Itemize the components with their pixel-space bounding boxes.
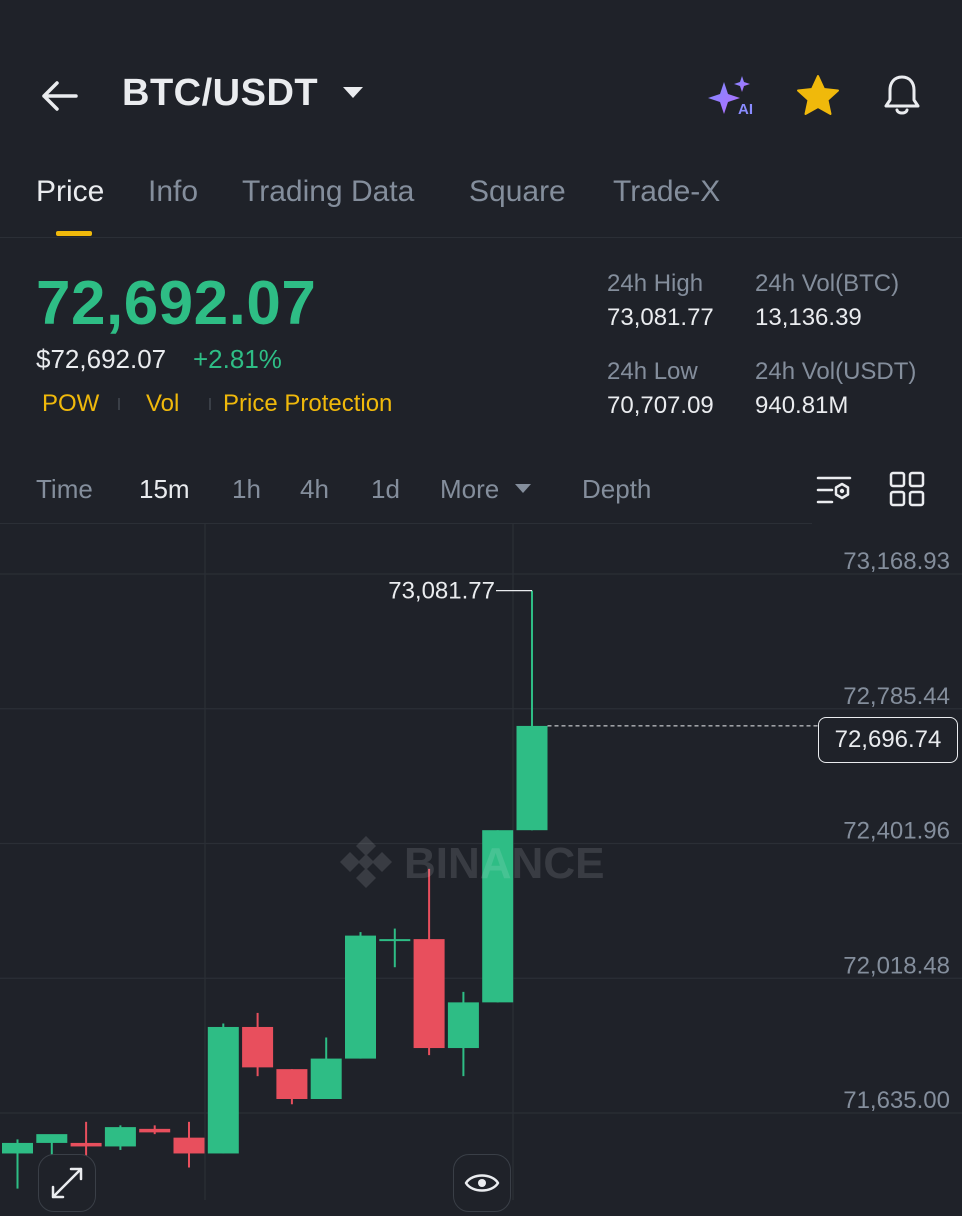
- binance-watermark-logo: BINANCE: [340, 836, 604, 888]
- tag-pow[interactable]: POW: [42, 390, 100, 417]
- y-axis-labels: 73,168.93 72,785.44 72,401.96 72,018.48 71,6…: [843, 548, 950, 1114]
- tab-info[interactable]: Info: [148, 175, 199, 208]
- candles: [2, 590, 548, 1189]
- candle-body: [207, 1026, 239, 1154]
- usd-price: $72,692.07: [36, 344, 167, 374]
- interval-bar-divider: [0, 523, 812, 524]
- tab-square[interactable]: Square: [469, 175, 566, 208]
- price-change-percent: +2.81%: [193, 344, 282, 374]
- candle-body: [173, 1137, 205, 1154]
- candle[interactable]: [2, 1139, 33, 1189]
- candle-body: [482, 830, 514, 1003]
- chart-settings-icon[interactable]: [814, 470, 854, 510]
- more-caret-icon[interactable]: [515, 484, 531, 493]
- candle-body: [447, 1002, 479, 1049]
- candle-body: [139, 1128, 171, 1133]
- back-arrow-icon[interactable]: [38, 74, 82, 118]
- interval-1d[interactable]: 1d: [371, 474, 400, 504]
- stat-24h-high-label: 24h High: [607, 270, 704, 297]
- tag-separator: [118, 398, 120, 410]
- stat-24h-vol-usdt-value: 940.81M: [755, 392, 849, 419]
- eye-icon: [464, 1174, 500, 1192]
- candle-body: [36, 1134, 68, 1143]
- candle[interactable]: [139, 1125, 171, 1135]
- y-axis-tick-label: 72,401.96: [843, 818, 950, 845]
- stat-24h-low-label: 24h Low: [607, 358, 698, 385]
- visibility-toggle-button[interactable]: [453, 1154, 511, 1212]
- stat-24h-low-value: 70,707.09: [607, 392, 714, 419]
- candle[interactable]: [310, 1037, 342, 1099]
- candle[interactable]: [207, 1023, 239, 1154]
- candle-body: [70, 1142, 102, 1147]
- candle-body: [379, 939, 411, 942]
- fullscreen-button[interactable]: [38, 1154, 96, 1212]
- tag-price-protection[interactable]: Price Protection: [223, 390, 393, 417]
- layout-grid-icon[interactable]: [888, 470, 926, 508]
- active-tab-indicator: [56, 231, 92, 236]
- y-axis-tick-label: 72,785.44: [843, 683, 950, 710]
- tab-price[interactable]: Price: [36, 175, 105, 208]
- y-axis-tick-label: 73,168.93: [843, 548, 950, 575]
- depth-toggle[interactable]: Depth: [582, 474, 652, 504]
- favorite-star-icon[interactable]: [795, 73, 841, 119]
- interval-4h[interactable]: 4h: [300, 474, 329, 504]
- interval-more[interactable]: More: [440, 474, 500, 504]
- candle-body: [345, 935, 376, 1059]
- stat-24h-vol-usdt-label: 24h Vol(USDT): [755, 358, 917, 385]
- candle[interactable]: [379, 928, 411, 968]
- tab-trade-x[interactable]: Trade-X: [613, 175, 721, 208]
- high-marker-label: 73,081.77: [388, 578, 495, 605]
- chart-gridlines: [0, 524, 962, 1200]
- stat-24h-high-value: 73,081.77: [607, 304, 714, 331]
- candle-body: [516, 725, 548, 831]
- candlestick-chart[interactable]: 73,168.93 72,785.44 72,401.96 72,018.48 71,6…: [0, 524, 962, 1200]
- candle-body: [310, 1058, 342, 1099]
- stat-24h-vol-btc-label: 24h Vol(BTC): [755, 270, 900, 297]
- ai-badge: AI: [738, 101, 753, 118]
- candle[interactable]: [276, 1069, 308, 1105]
- expand-arrows-icon: [51, 1167, 83, 1199]
- trading-pair-title[interactable]: BTC/USDT: [122, 72, 319, 114]
- candle-body: [104, 1127, 136, 1147]
- tab-trading-data[interactable]: Trading Data: [242, 175, 415, 208]
- candle-body: [2, 1142, 33, 1154]
- candle-body: [276, 1069, 308, 1099]
- candle[interactable]: [447, 991, 479, 1077]
- candle[interactable]: [104, 1125, 136, 1150]
- y-axis-tick-label: 72,018.48: [843, 952, 950, 979]
- last-price: 72,692.07: [36, 269, 317, 338]
- candle[interactable]: [516, 590, 548, 831]
- interval-time[interactable]: Time: [36, 474, 93, 504]
- y-axis-tick-label: 71,635.00: [843, 1087, 950, 1114]
- pair-dropdown-caret-icon[interactable]: [343, 87, 363, 98]
- current-price-tag: 72,696.74: [818, 717, 958, 763]
- high-marker: 73,081.77: [388, 578, 532, 605]
- ai-sparkle-icon[interactable]: AI: [708, 74, 758, 118]
- watermark-text: BINANCE: [404, 839, 604, 888]
- candle[interactable]: [413, 868, 445, 1056]
- tag-separator: [209, 398, 211, 410]
- candle-body: [413, 939, 445, 1049]
- current-price-tag-value: 72,696.74: [834, 726, 942, 753]
- candle[interactable]: [173, 1121, 205, 1168]
- stat-24h-vol-btc-value: 13,136.39: [755, 304, 862, 331]
- bell-icon[interactable]: [880, 72, 924, 118]
- candle[interactable]: [482, 830, 514, 1003]
- candle[interactable]: [242, 1012, 274, 1077]
- interval-15m[interactable]: 15m: [139, 474, 190, 504]
- candle[interactable]: [345, 932, 376, 1059]
- tab-divider: [0, 237, 962, 238]
- interval-1h[interactable]: 1h: [232, 474, 261, 504]
- tag-vol[interactable]: Vol: [146, 390, 180, 417]
- candle-body: [242, 1026, 274, 1068]
